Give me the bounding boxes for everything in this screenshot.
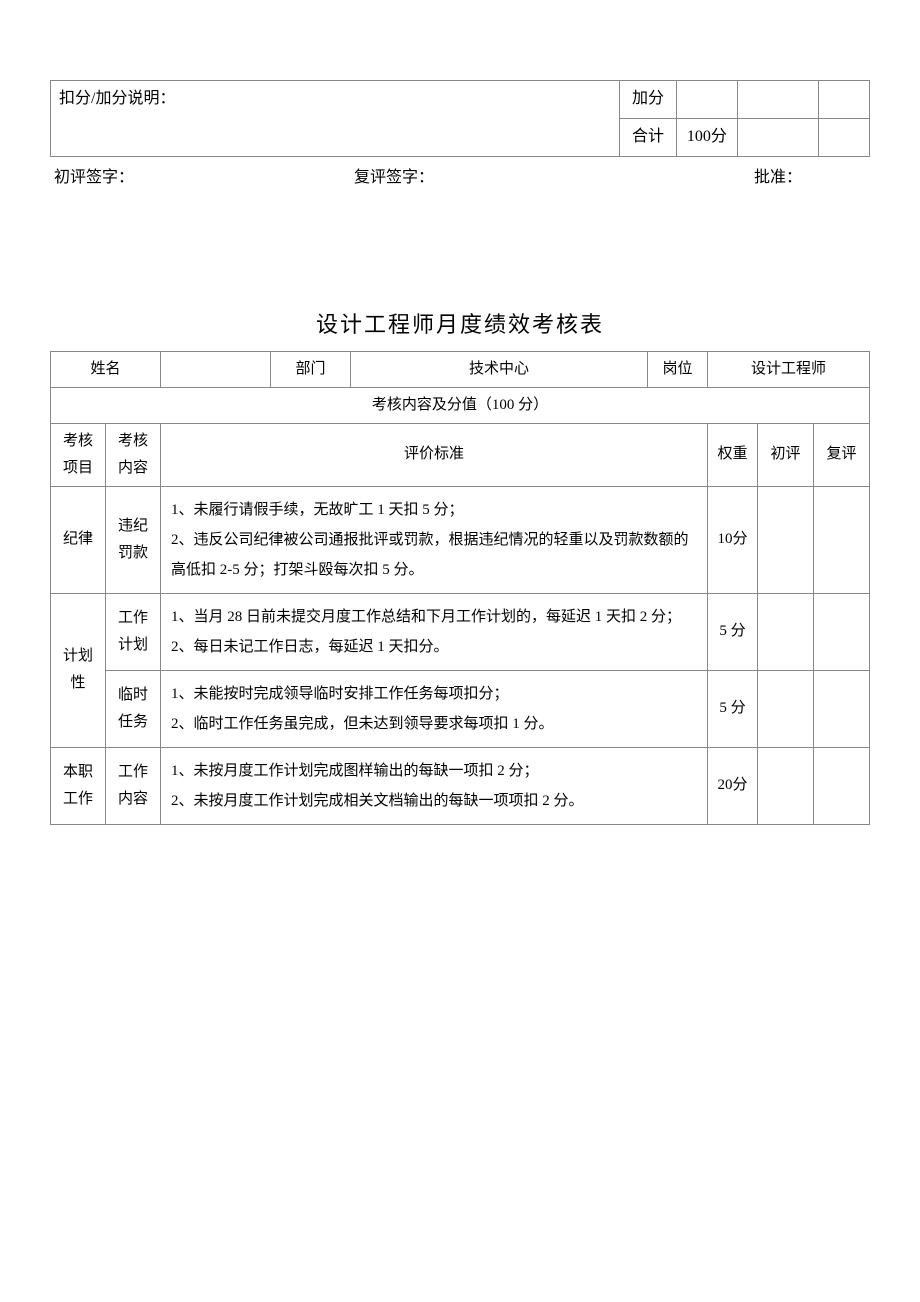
weight-cell: 5 分: [708, 593, 758, 670]
weight-cell: 10分: [708, 486, 758, 593]
table-row: 本职工作 工作内容 1、未按月度工作计划完成图样输出的每缺一项扣 2 分；2、未…: [51, 747, 870, 824]
content-cell: 违纪罚款: [106, 486, 161, 593]
total-label-cell: 合计: [620, 118, 677, 156]
approve-signature-label: 批准：: [714, 163, 866, 187]
total-value-cell: 100分: [676, 118, 737, 156]
bonus-value-cell: [676, 81, 737, 119]
criteria-cell: 1、未履行请假手续，无故旷工 1 天扣 5 分；2、违反公司纪律被公司通报批评或…: [161, 486, 708, 593]
item-cell: 纪律: [51, 486, 106, 593]
criteria-cell: 1、当月 28 日前未提交月度工作总结和下月工作计划的，每延迟 1 天扣 2 分…: [161, 593, 708, 670]
review-cell: [814, 670, 870, 747]
weight-cell: 5 分: [708, 670, 758, 747]
review-cell: [814, 486, 870, 593]
position-value: 设计工程师: [708, 351, 870, 387]
content-cell: 临时任务: [106, 670, 161, 747]
review-signature-label: 复评签字：: [354, 163, 714, 187]
initial-cell: [758, 747, 814, 824]
col-review: 复评: [814, 423, 870, 486]
item-cell: 本职工作: [51, 747, 106, 824]
col-criteria: 评价标准: [161, 423, 708, 486]
content-cell: 工作内容: [106, 747, 161, 824]
total-blank-cell-2: [819, 118, 870, 156]
info-row: 姓名 部门 技术中心 岗位 设计工程师: [51, 351, 870, 387]
evaluation-table: 姓名 部门 技术中心 岗位 设计工程师 考核内容及分值（100 分） 考核项目 …: [50, 351, 870, 825]
item-cell: 计划性: [51, 593, 106, 747]
dept-value: 技术中心: [351, 351, 648, 387]
bonus-label-cell: 加分: [620, 81, 677, 119]
position-label: 岗位: [648, 351, 708, 387]
section-header-row: 考核内容及分值（100 分）: [51, 387, 870, 423]
dept-label: 部门: [271, 351, 351, 387]
section-header: 考核内容及分值（100 分）: [51, 387, 870, 423]
initial-signature-label: 初评签字：: [54, 163, 354, 187]
col-initial: 初评: [758, 423, 814, 486]
signature-row: 初评签字： 复评签字： 批准：: [50, 163, 870, 187]
table-row: 计划性 工作计划 1、当月 28 日前未提交月度工作总结和下月工作计划的，每延迟…: [51, 593, 870, 670]
deduction-note-cell: 扣分/加分说明：: [51, 81, 620, 157]
initial-cell: [758, 593, 814, 670]
review-cell: [814, 747, 870, 824]
content-cell: 工作计划: [106, 593, 161, 670]
column-header-row: 考核项目 考核内容 评价标准 权重 初评 复评: [51, 423, 870, 486]
col-content: 考核内容: [106, 423, 161, 486]
criteria-cell: 1、未按月度工作计划完成图样输出的每缺一项扣 2 分；2、未按月度工作计划完成相…: [161, 747, 708, 824]
table-row: 纪律 违纪罚款 1、未履行请假手续，无故旷工 1 天扣 5 分；2、违反公司纪律…: [51, 486, 870, 593]
total-blank-cell-1: [737, 118, 818, 156]
weight-cell: 20分: [708, 747, 758, 824]
review-cell: [814, 593, 870, 670]
col-weight: 权重: [708, 423, 758, 486]
page-title: 设计工程师月度绩效考核表: [50, 307, 870, 339]
name-value: [161, 351, 271, 387]
name-label: 姓名: [51, 351, 161, 387]
initial-cell: [758, 670, 814, 747]
criteria-cell: 1、未能按时完成领导临时安排工作任务每项扣分；2、临时工作任务虽完成，但未达到领…: [161, 670, 708, 747]
top-summary-table: 扣分/加分说明： 加分 合计 100分: [50, 80, 870, 157]
bonus-blank-cell-1: [737, 81, 818, 119]
initial-cell: [758, 486, 814, 593]
col-item: 考核项目: [51, 423, 106, 486]
bonus-blank-cell-2: [819, 81, 870, 119]
table-row: 临时任务 1、未能按时完成领导临时安排工作任务每项扣分；2、临时工作任务虽完成，…: [51, 670, 870, 747]
